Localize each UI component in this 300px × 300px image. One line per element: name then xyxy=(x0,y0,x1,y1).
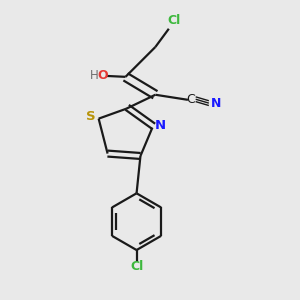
Text: N: N xyxy=(154,119,165,132)
Text: O: O xyxy=(98,69,108,82)
Text: Cl: Cl xyxy=(167,14,181,28)
Text: Cl: Cl xyxy=(130,260,143,273)
Text: C: C xyxy=(187,93,195,106)
Text: N: N xyxy=(211,97,221,110)
Text: S: S xyxy=(86,110,96,123)
Text: H: H xyxy=(89,69,98,82)
